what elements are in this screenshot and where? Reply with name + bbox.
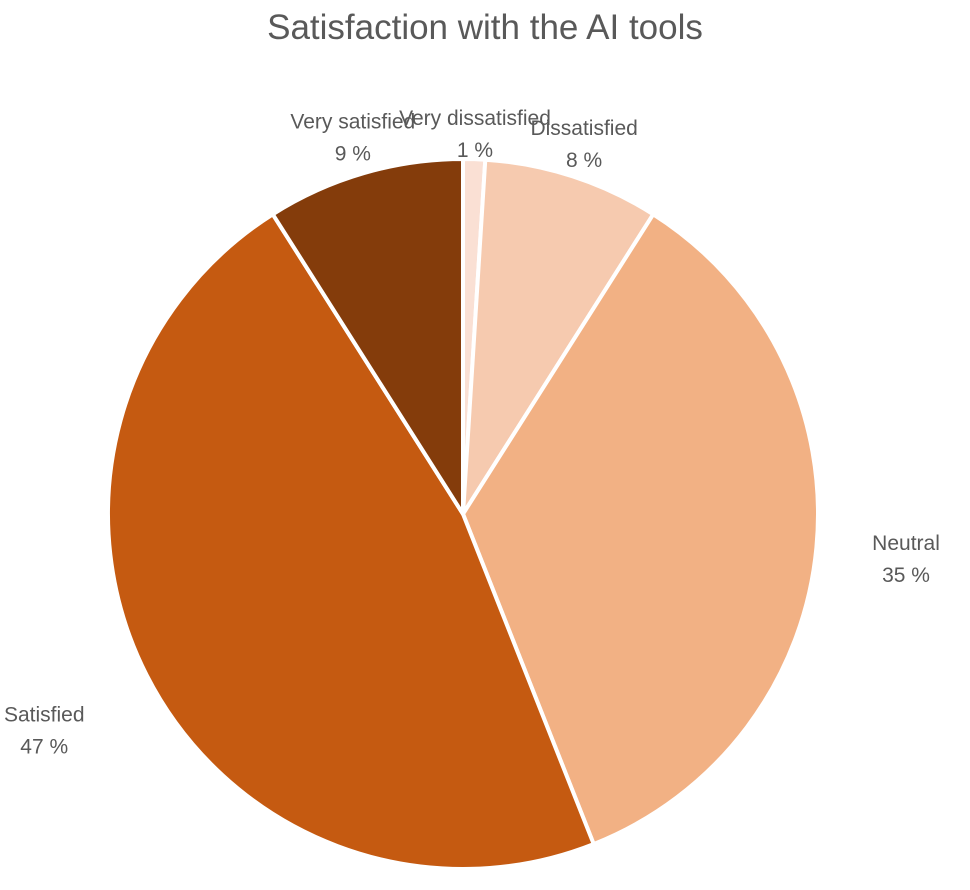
slice-neutral — [461, 212, 820, 847]
slice-value-very-dissatisfied: 1 % — [457, 139, 493, 162]
slice-dissatisfied — [461, 157, 656, 516]
slice-label-dissatisfied: Dissatisfied — [530, 117, 637, 140]
pie-labels: Very dissatisfied 1 % Dissatisfied 8 % Neutr… — [4, 107, 940, 758]
slice-satisfied — [106, 212, 596, 871]
slice-value-satisfied: 47 % — [20, 735, 68, 758]
pie-slices — [106, 157, 820, 871]
slice-value-neutral: 35 % — [882, 564, 930, 587]
slice-very-satisfied — [270, 157, 465, 516]
chart-title: Satisfaction with the AI tools — [267, 8, 703, 47]
slice-label-satisfied: Satisfied — [4, 703, 85, 726]
slice-label-neutral: Neutral — [872, 532, 940, 555]
slice-label-very-satisfied: Very satisfied — [290, 111, 415, 134]
slice-value-dissatisfied: 8 % — [566, 149, 602, 172]
slice-value-very-satisfied: 9 % — [335, 143, 371, 166]
slice-label-very-dissatisfied: Very dissatisfied — [399, 107, 551, 130]
